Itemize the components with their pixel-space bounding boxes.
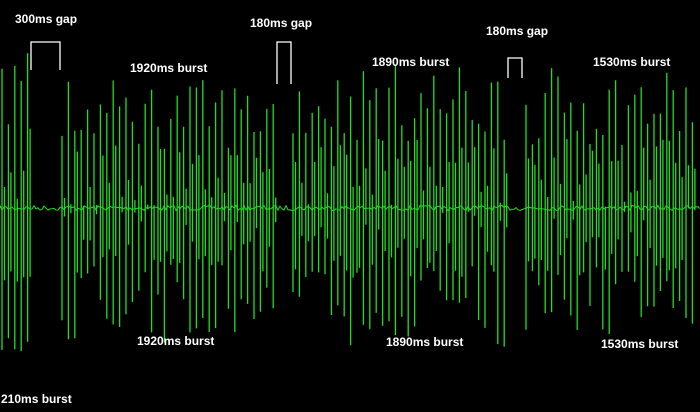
burst: [292, 64, 508, 347]
annotation: 1890ms burst: [386, 335, 463, 349]
annotation: 180ms gap: [486, 24, 548, 38]
annotation: 210ms burst: [1, 392, 72, 406]
annotation: 1890ms burst: [372, 55, 449, 69]
annotation: 1530ms burst: [593, 55, 670, 69]
burst: [1, 53, 31, 351]
gap-bracket: [30, 41, 61, 70]
gap-bracket: [276, 41, 292, 84]
annotation: 1920ms burst: [137, 334, 214, 348]
burst: [525, 68, 696, 335]
burst: [61, 80, 277, 343]
annotation: 180ms gap: [250, 16, 312, 30]
gap-bracket: [507, 57, 523, 78]
waveform: [0, 53, 700, 351]
annotation: 300ms gap: [15, 12, 77, 26]
annotation: 1920ms burst: [130, 61, 207, 75]
annotation: 1530ms burst: [601, 337, 678, 351]
